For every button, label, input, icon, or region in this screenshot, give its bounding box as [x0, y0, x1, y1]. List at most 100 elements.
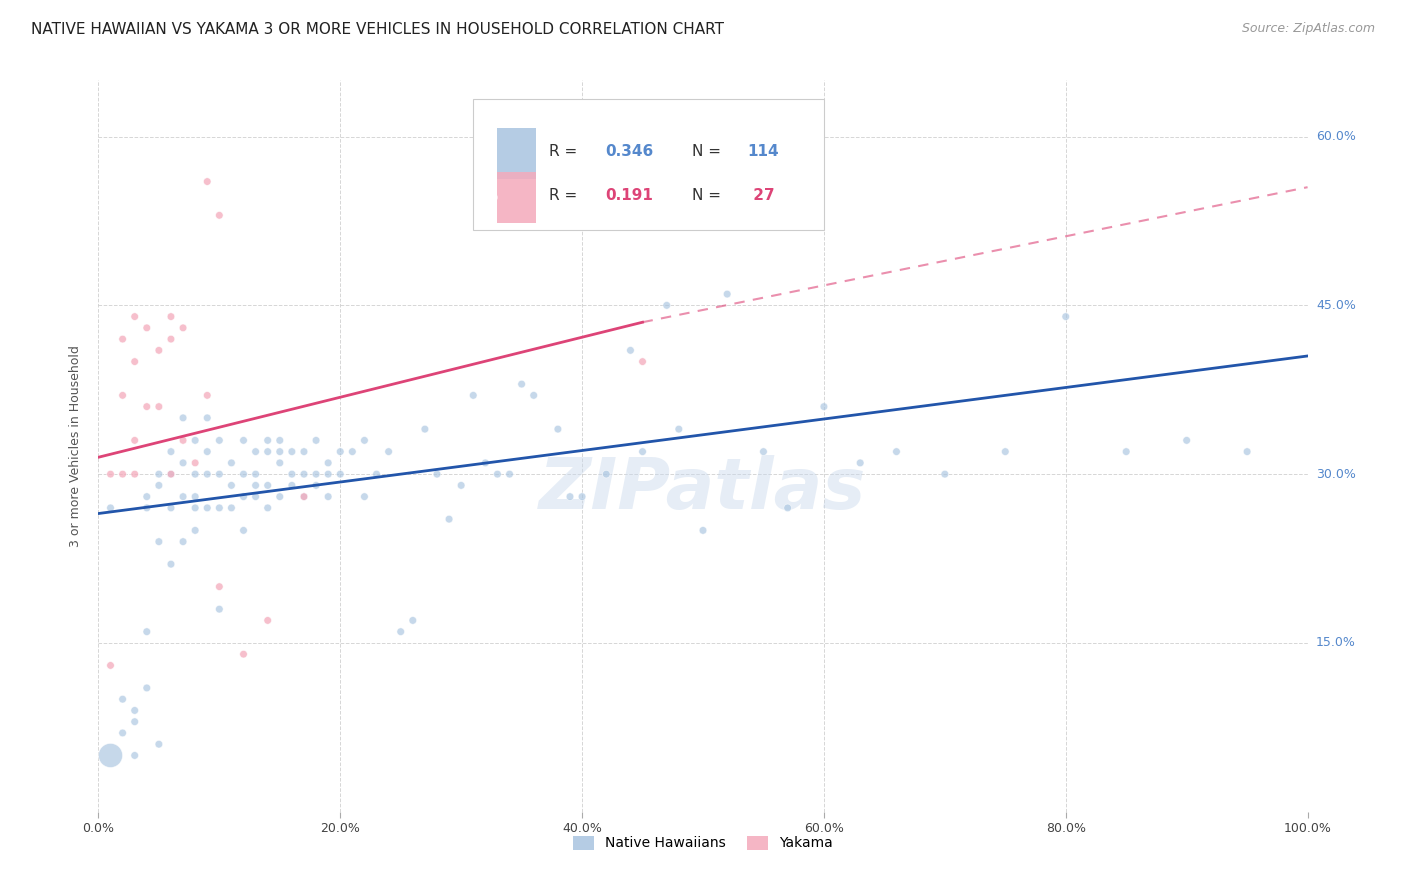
Point: [994, 444, 1017, 458]
Point: [402, 614, 425, 628]
Point: [389, 624, 412, 639]
FancyBboxPatch shape: [474, 99, 824, 230]
Point: [172, 534, 194, 549]
Point: [195, 388, 218, 402]
Point: [269, 444, 291, 458]
Point: [135, 624, 157, 639]
Point: [100, 748, 122, 763]
Point: [269, 434, 291, 448]
Text: N =: N =: [692, 145, 725, 160]
Point: [160, 444, 183, 458]
Point: [160, 310, 183, 324]
Point: [232, 490, 254, 504]
Point: [100, 500, 122, 515]
Point: [184, 490, 207, 504]
Point: [245, 444, 267, 458]
Text: ZIPatlas: ZIPatlas: [540, 456, 866, 524]
Point: [160, 500, 183, 515]
Point: [426, 467, 449, 482]
Point: [305, 478, 328, 492]
Text: NATIVE HAWAIIAN VS YAKAMA 3 OR MORE VEHICLES IN HOUSEHOLD CORRELATION CHART: NATIVE HAWAIIAN VS YAKAMA 3 OR MORE VEHI…: [31, 22, 724, 37]
Text: 0.191: 0.191: [605, 188, 652, 203]
Point: [631, 444, 654, 458]
Point: [571, 490, 593, 504]
Point: [124, 434, 146, 448]
Point: [245, 490, 267, 504]
Text: Source: ZipAtlas.com: Source: ZipAtlas.com: [1241, 22, 1375, 36]
Point: [292, 490, 315, 504]
Point: [631, 354, 654, 368]
Point: [195, 175, 218, 189]
Point: [124, 467, 146, 482]
Point: [172, 321, 194, 335]
Point: [195, 444, 218, 458]
Point: [269, 490, 291, 504]
Point: [281, 444, 304, 458]
Point: [498, 467, 520, 482]
Text: 60.0%: 60.0%: [1316, 130, 1355, 143]
Point: [124, 703, 146, 717]
Point: [305, 467, 328, 482]
Text: 15.0%: 15.0%: [1316, 636, 1355, 649]
FancyBboxPatch shape: [498, 128, 536, 179]
Text: 45.0%: 45.0%: [1316, 299, 1355, 312]
Point: [160, 467, 183, 482]
Point: [184, 524, 207, 538]
Point: [208, 580, 231, 594]
Point: [221, 500, 243, 515]
Point: [245, 478, 267, 492]
Point: [195, 410, 218, 425]
Point: [1115, 444, 1137, 458]
Point: [292, 444, 315, 458]
Point: [486, 467, 509, 482]
Point: [148, 478, 170, 492]
Point: [353, 490, 375, 504]
Point: [1054, 310, 1077, 324]
Point: [377, 444, 399, 458]
Point: [245, 467, 267, 482]
Point: [316, 490, 339, 504]
Point: [316, 467, 339, 482]
Point: [668, 422, 690, 436]
Point: [135, 321, 157, 335]
Point: [256, 444, 278, 458]
Point: [208, 500, 231, 515]
Point: [474, 456, 496, 470]
Legend: Native Hawaiians, Yakama: Native Hawaiians, Yakama: [568, 830, 838, 856]
Point: [160, 467, 183, 482]
Point: [342, 444, 364, 458]
Point: [111, 692, 134, 706]
Point: [692, 524, 714, 538]
Point: [232, 467, 254, 482]
Point: [135, 500, 157, 515]
Point: [1175, 434, 1198, 448]
Point: [463, 388, 485, 402]
Point: [195, 500, 218, 515]
Point: [752, 444, 775, 458]
Point: [184, 500, 207, 515]
Point: [172, 456, 194, 470]
Point: [208, 208, 231, 222]
Point: [413, 422, 436, 436]
Point: [148, 737, 170, 751]
Point: [256, 614, 278, 628]
Point: [813, 400, 835, 414]
Point: [221, 456, 243, 470]
Point: [619, 343, 641, 358]
Point: [100, 467, 122, 482]
Point: [221, 478, 243, 492]
Point: [184, 467, 207, 482]
Point: [886, 444, 908, 458]
Text: N =: N =: [692, 188, 725, 203]
Point: [160, 557, 183, 571]
Point: [450, 478, 472, 492]
Point: [184, 456, 207, 470]
Point: [716, 287, 738, 301]
Point: [232, 524, 254, 538]
Text: R =: R =: [550, 188, 588, 203]
Point: [111, 467, 134, 482]
Text: R =: R =: [550, 145, 582, 160]
Point: [135, 490, 157, 504]
Point: [256, 434, 278, 448]
Point: [160, 332, 183, 346]
